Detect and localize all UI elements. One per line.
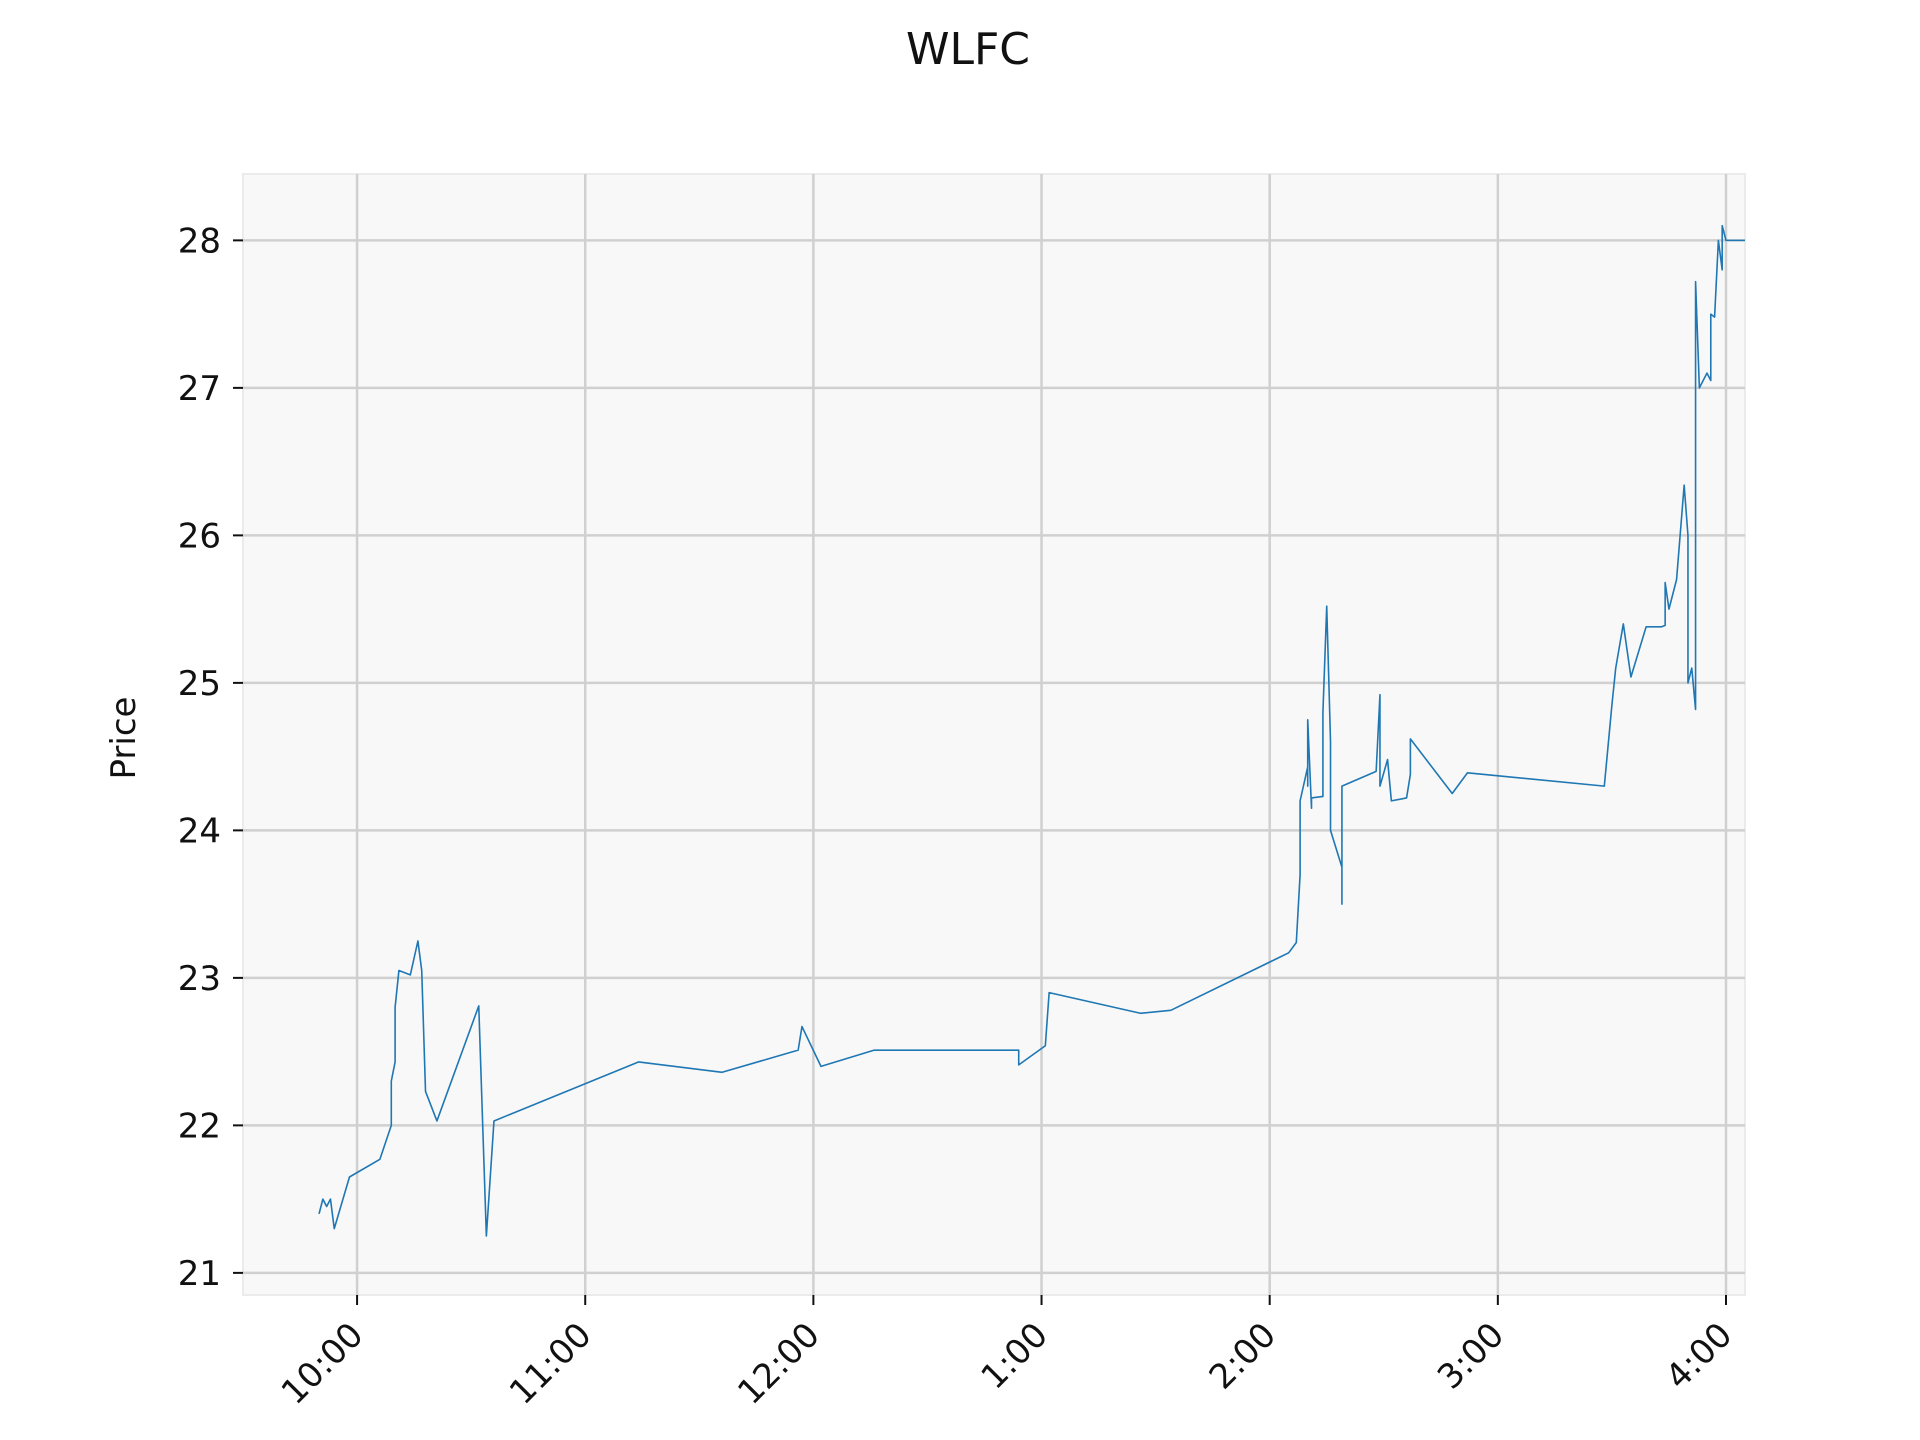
y-tick-labels: 21 22 23 24 25 26 27 28 [178,221,221,1294]
x-tick-label: 2:00 [1202,1315,1284,1397]
x-tick-label: 10:00 [274,1315,372,1413]
x-tick-label: 11:00 [502,1315,600,1413]
x-tick-label: 12:00 [730,1315,828,1413]
y-tick-label: 28 [178,221,221,261]
price-series-line [318,224,1745,1237]
y-tick-label: 25 [178,664,221,704]
y-axis-label: Price [104,697,144,780]
y-tick-label: 23 [178,959,221,999]
y-tick-label: 26 [178,516,221,556]
series-layer [318,224,1745,1237]
x-tick-label: 4:00 [1658,1315,1740,1397]
axis-ticks [233,239,1727,1305]
chart-title: WLFC [906,24,1030,75]
x-tick-label: 3:00 [1430,1315,1512,1397]
x-tick-labels: 10:00 11:00 12:00 1:00 2:00 3:00 4:00 [274,1315,1740,1413]
plot-area [242,173,1746,1296]
grid-lines [243,174,1745,1295]
x-tick-label: 1:00 [974,1315,1056,1397]
y-tick-label: 24 [178,811,221,851]
y-tick-label: 22 [178,1106,221,1146]
y-tick-label: 21 [178,1254,221,1294]
y-tick-label: 27 [178,369,221,409]
